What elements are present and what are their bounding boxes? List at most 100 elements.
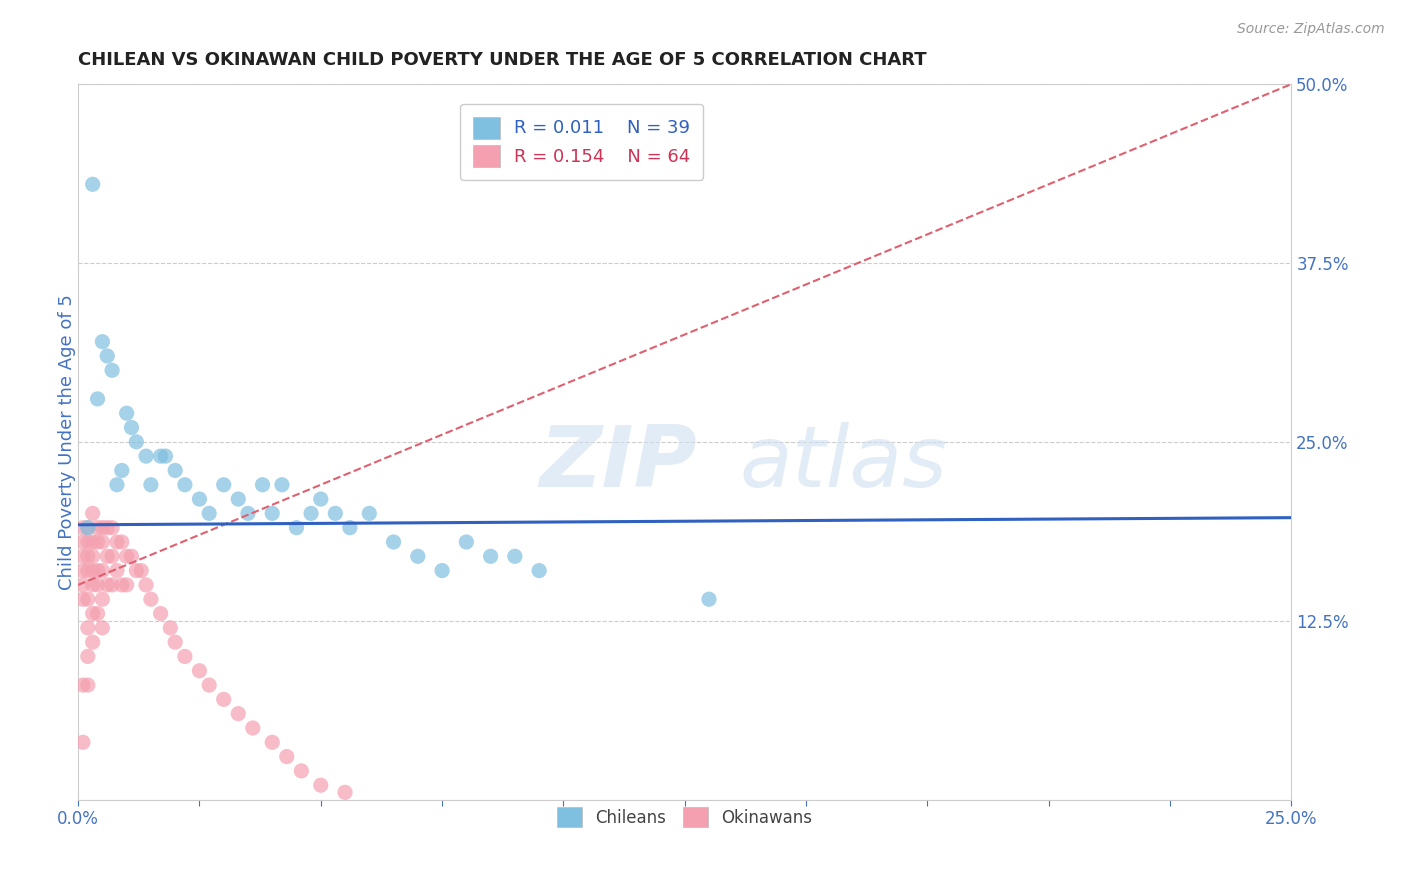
Point bbox=[76, 549, 98, 564]
Point bbox=[105, 477, 128, 491]
Point bbox=[252, 477, 274, 491]
Point bbox=[212, 477, 235, 491]
Text: CHILEAN VS OKINAWAN CHILD POVERTY UNDER THE AGE OF 5 CORRELATION CHART: CHILEAN VS OKINAWAN CHILD POVERTY UNDER … bbox=[79, 51, 927, 69]
Point bbox=[697, 592, 720, 607]
Point bbox=[323, 507, 346, 521]
Point bbox=[309, 491, 332, 506]
Point bbox=[299, 507, 322, 521]
Point bbox=[149, 449, 172, 463]
Point bbox=[72, 535, 94, 549]
Point bbox=[86, 535, 108, 549]
Point bbox=[101, 521, 124, 535]
Point bbox=[76, 592, 98, 607]
Point bbox=[527, 564, 550, 578]
Text: Source: ZipAtlas.com: Source: ZipAtlas.com bbox=[1237, 22, 1385, 37]
Point bbox=[242, 721, 264, 735]
Point bbox=[479, 549, 502, 564]
Point bbox=[86, 578, 108, 592]
Point bbox=[159, 621, 181, 635]
Point bbox=[111, 578, 134, 592]
Point bbox=[406, 549, 429, 564]
Point bbox=[105, 564, 128, 578]
Point bbox=[262, 735, 284, 749]
Point bbox=[339, 521, 361, 535]
Point bbox=[198, 507, 221, 521]
Point bbox=[290, 764, 312, 778]
Point bbox=[139, 477, 162, 491]
Point bbox=[173, 649, 195, 664]
Point bbox=[91, 521, 114, 535]
Point bbox=[76, 678, 98, 692]
Point bbox=[101, 549, 124, 564]
Point bbox=[86, 607, 108, 621]
Point bbox=[236, 507, 259, 521]
Point bbox=[135, 449, 157, 463]
Point bbox=[82, 635, 104, 649]
Point bbox=[72, 735, 94, 749]
Point bbox=[76, 521, 98, 535]
Point bbox=[96, 349, 118, 363]
Point bbox=[155, 449, 177, 463]
Point bbox=[96, 578, 118, 592]
Point bbox=[111, 535, 134, 549]
Point bbox=[262, 507, 284, 521]
Point bbox=[76, 535, 98, 549]
Point bbox=[101, 578, 124, 592]
Text: atlas: atlas bbox=[740, 422, 948, 505]
Point bbox=[101, 363, 124, 377]
Point bbox=[285, 521, 308, 535]
Point bbox=[188, 664, 211, 678]
Point bbox=[198, 678, 221, 692]
Point bbox=[276, 749, 298, 764]
Point bbox=[149, 607, 172, 621]
Point bbox=[359, 507, 381, 521]
Text: ZIP: ZIP bbox=[538, 422, 697, 505]
Legend: Chileans, Okinawans: Chileans, Okinawans bbox=[551, 800, 820, 834]
Point bbox=[115, 406, 138, 420]
Point bbox=[212, 692, 235, 706]
Point bbox=[226, 706, 249, 721]
Point bbox=[165, 463, 187, 477]
Point bbox=[72, 592, 94, 607]
Point bbox=[139, 592, 162, 607]
Point bbox=[129, 564, 152, 578]
Point bbox=[115, 549, 138, 564]
Y-axis label: Child Poverty Under the Age of 5: Child Poverty Under the Age of 5 bbox=[58, 293, 76, 590]
Point bbox=[111, 463, 134, 477]
Point bbox=[165, 635, 187, 649]
Point bbox=[72, 521, 94, 535]
Point bbox=[226, 491, 249, 506]
Point bbox=[86, 564, 108, 578]
Point bbox=[76, 649, 98, 664]
Point bbox=[188, 491, 211, 506]
Point bbox=[121, 420, 143, 434]
Point bbox=[91, 334, 114, 349]
Point bbox=[76, 621, 98, 635]
Point bbox=[82, 578, 104, 592]
Point bbox=[86, 521, 108, 535]
Point bbox=[96, 549, 118, 564]
Point bbox=[82, 607, 104, 621]
Point bbox=[121, 549, 143, 564]
Point bbox=[91, 592, 114, 607]
Point bbox=[173, 477, 195, 491]
Point bbox=[503, 549, 526, 564]
Point bbox=[72, 564, 94, 578]
Point bbox=[72, 549, 94, 564]
Point bbox=[135, 578, 157, 592]
Point bbox=[430, 564, 453, 578]
Point bbox=[333, 785, 356, 799]
Point bbox=[125, 564, 148, 578]
Point bbox=[382, 535, 405, 549]
Point bbox=[82, 507, 104, 521]
Point bbox=[309, 778, 332, 792]
Point bbox=[456, 535, 478, 549]
Point bbox=[125, 434, 148, 449]
Point bbox=[82, 535, 104, 549]
Point bbox=[86, 392, 108, 406]
Point bbox=[82, 178, 104, 192]
Point bbox=[82, 564, 104, 578]
Point bbox=[82, 549, 104, 564]
Point bbox=[91, 535, 114, 549]
Point bbox=[72, 578, 94, 592]
